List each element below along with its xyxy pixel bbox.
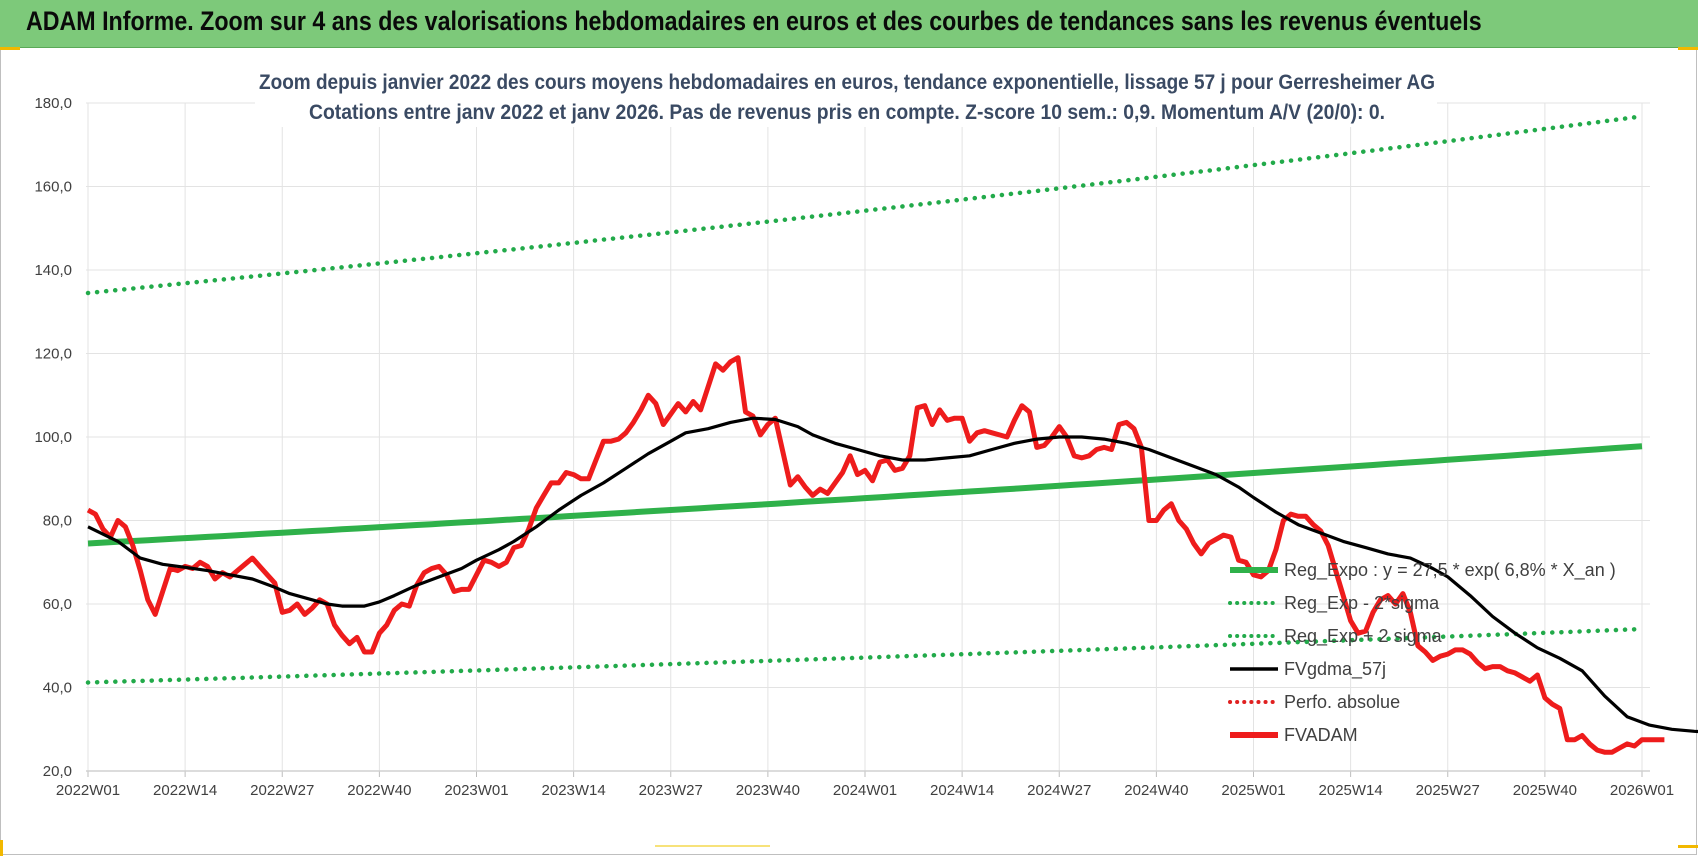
y-tick-label: 180,0 — [34, 95, 72, 112]
x-tick-label: 2022W40 — [347, 782, 411, 799]
x-tick-label: 2024W14 — [930, 782, 994, 799]
x-tick-label: 2023W40 — [736, 782, 800, 799]
price-chart: 20,0 40,0 60,0 80,0 100,0 120,0 140,0 160,0 180,… — [34, 65, 1698, 799]
x-tick-label: 2025W40 — [1513, 782, 1577, 799]
x-tick-label: 2023W27 — [639, 782, 703, 799]
frame-corner-marker — [0, 47, 20, 50]
series-line — [87, 443, 1643, 547]
x-tick-label: 2024W01 — [833, 782, 897, 799]
legend-label: Reg_Exp - 2*sigma — [1284, 593, 1440, 614]
frame-corner-marker — [1678, 845, 1698, 848]
chart-legend: Reg_Expo : y = 27,5 * exp( 6,8% * X_an )… — [1228, 560, 1616, 745]
y-tick-label: 60,0 — [43, 596, 72, 613]
series-layer — [85, 114, 1698, 755]
x-tick-label: 2025W01 — [1221, 782, 1285, 799]
y-tick-label: 20,0 — [43, 763, 72, 780]
frame-corner-marker — [0, 840, 3, 856]
series-line — [85, 114, 1645, 296]
y-tick-label: 80,0 — [43, 513, 72, 530]
chart-title-line1: Zoom depuis janvier 2022 des cours moyen… — [259, 71, 1435, 94]
y-tick-label: 40,0 — [43, 680, 72, 697]
chart-title-line2: Cotations entre janv 2022 et janv 2026. … — [309, 101, 1385, 124]
series-line — [87, 416, 1698, 734]
x-tick-label: 2023W01 — [444, 782, 508, 799]
legend-label: Perfo. absolue — [1284, 692, 1400, 712]
frame-corner-marker — [1678, 47, 1698, 50]
chart-frame — [0, 47, 1697, 855]
header-banner: ADAM Informe. Zoom sur 4 ans des valoris… — [0, 0, 1698, 48]
series-line — [86, 355, 1665, 755]
x-tick-label: 2024W40 — [1124, 782, 1188, 799]
x-tick-label: 2025W14 — [1319, 782, 1383, 799]
y-tick-label: 100,0 — [34, 429, 72, 446]
y-tick-label: 160,0 — [34, 179, 72, 196]
y-tick-label: 120,0 — [34, 346, 72, 363]
x-tick-label: 2026W01 — [1610, 782, 1674, 799]
legend-label: FVgdma_57j — [1284, 659, 1386, 680]
x-tick-label: 2022W27 — [250, 782, 314, 799]
chart-title: Zoom depuis janvier 2022 des cours moyen… — [255, 65, 1437, 127]
x-axis-ticks: 2022W01 2022W14 2022W27 2022W40 2023W01 2023W… — [56, 771, 1674, 799]
frame-corner-marker — [655, 845, 770, 847]
x-tick-label: 2022W14 — [153, 782, 217, 799]
x-tick-label: 2024W27 — [1027, 782, 1091, 799]
legend-label: FVADAM — [1284, 725, 1358, 745]
chart-grid — [86, 102, 1650, 771]
x-tick-label: 2025W27 — [1416, 782, 1480, 799]
x-tick-label: 2023W14 — [542, 782, 606, 799]
y-tick-label: 140,0 — [34, 262, 72, 279]
legend-label: Reg_Expo : y = 27,5 * exp( 6,8% * X_an ) — [1284, 560, 1616, 581]
report-title: ADAM Informe. Zoom sur 4 ans des valoris… — [26, 6, 1482, 36]
x-tick-label: 2022W01 — [56, 782, 120, 799]
legend-label: Reg_Exp + 2 sigma — [1284, 626, 1443, 647]
y-axis-ticks: 20,0 40,0 60,0 80,0 100,0 120,0 140,0 160,0 180,… — [34, 95, 72, 780]
